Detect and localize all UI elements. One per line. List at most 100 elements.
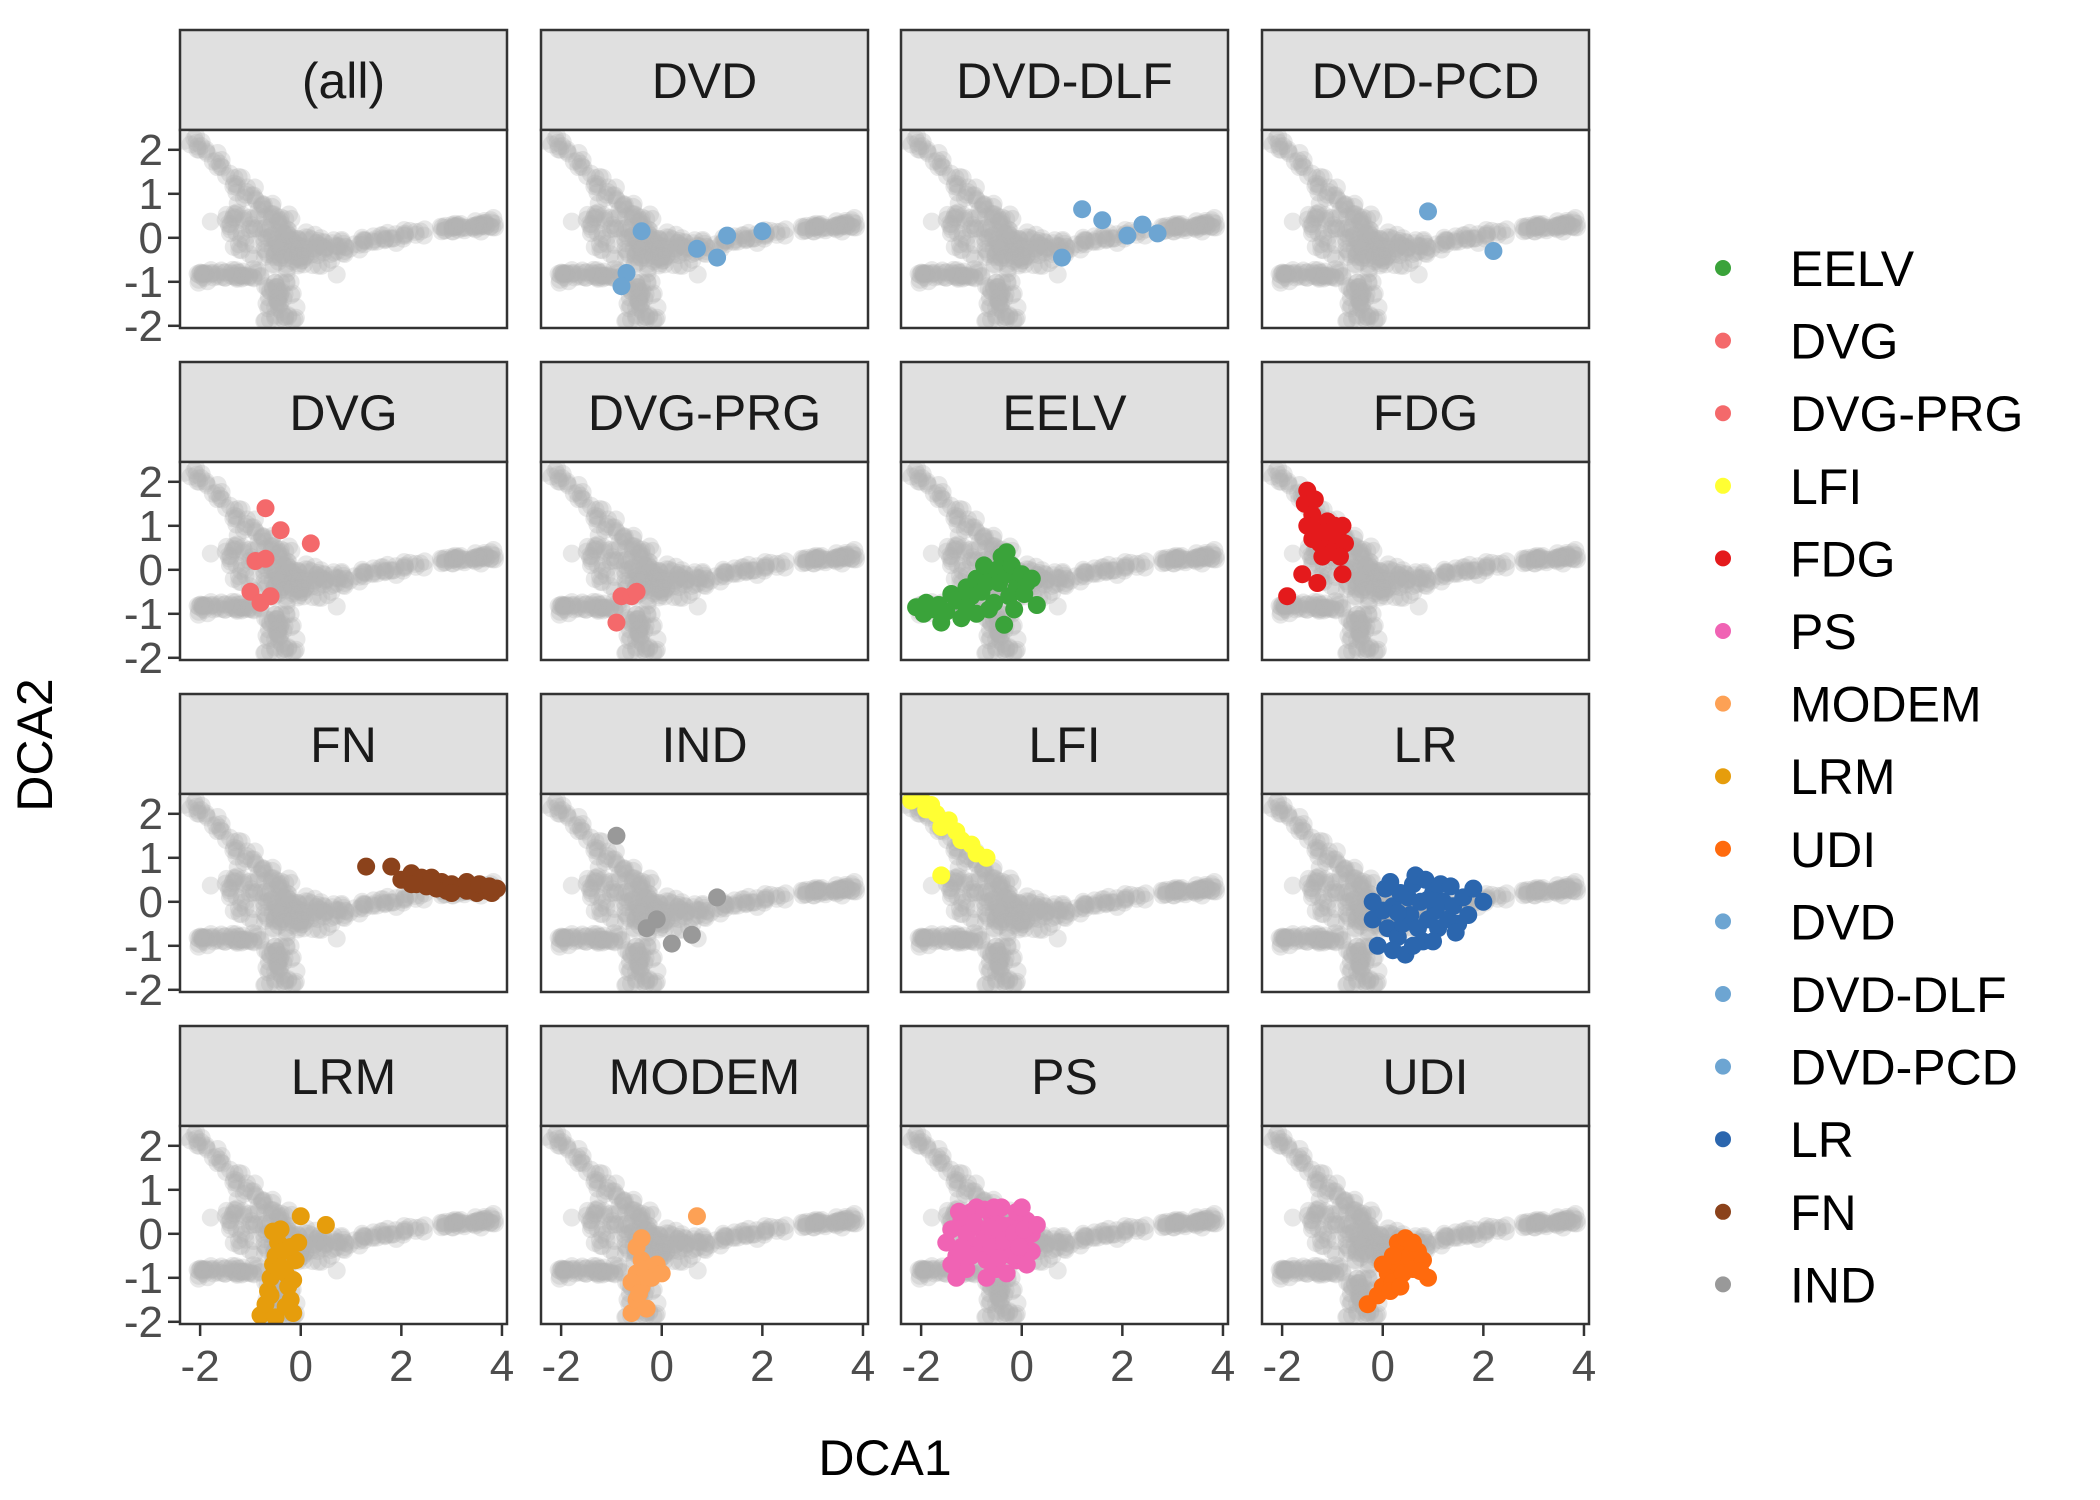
background-point [1374, 569, 1393, 588]
background-point [585, 540, 604, 559]
background-point [376, 893, 395, 912]
background-point [271, 959, 290, 978]
background-point [240, 219, 259, 238]
background-point [274, 953, 293, 972]
background-point [1403, 576, 1422, 595]
background-point [1290, 597, 1309, 616]
background-point [1310, 601, 1329, 620]
background-point [1497, 552, 1516, 571]
background-point [1197, 213, 1216, 232]
background-point [367, 232, 386, 251]
background-point [1358, 249, 1377, 268]
background-point [839, 216, 858, 235]
background-point [224, 841, 243, 860]
background-point [1028, 234, 1047, 253]
background-point [1515, 218, 1534, 237]
background-point [1536, 550, 1555, 569]
background-point [232, 555, 251, 574]
background-point [1192, 217, 1211, 236]
background-point [271, 543, 290, 562]
facet-strip-title: IND [661, 717, 747, 773]
background-point [1322, 600, 1341, 619]
background-point [272, 634, 291, 653]
background-point [1295, 158, 1314, 177]
background-point [234, 211, 253, 230]
background-point [657, 578, 676, 597]
background-point [1010, 254, 1029, 273]
background-point [976, 644, 995, 660]
background-point [1105, 561, 1124, 580]
background-point [617, 207, 636, 226]
background-point [1384, 562, 1403, 581]
background-point [912, 263, 931, 282]
background-point [1372, 249, 1391, 268]
background-point [649, 244, 668, 263]
background-point [554, 599, 573, 618]
background-point [468, 215, 487, 234]
background-point [272, 614, 291, 633]
background-point [987, 233, 1006, 252]
background-point [267, 871, 286, 890]
background-point [259, 299, 278, 318]
background-point [1454, 558, 1473, 577]
background-point [922, 544, 941, 563]
background-point [236, 849, 255, 868]
background-point [1336, 195, 1355, 214]
background-point [1343, 614, 1362, 633]
background-point [1375, 251, 1394, 270]
highlight-point [442, 884, 461, 902]
background-point [290, 572, 309, 591]
background-point [1351, 216, 1370, 235]
background-point [715, 562, 734, 581]
background-point [757, 558, 776, 577]
background-point [1309, 600, 1328, 619]
background-point [1437, 567, 1456, 586]
background-point [632, 618, 651, 637]
background-point [1278, 264, 1297, 283]
background-point [1478, 558, 1497, 577]
background-point [1370, 230, 1389, 249]
background-point [244, 873, 263, 892]
background-point [1354, 215, 1373, 234]
background-point [1405, 234, 1424, 253]
background-point [1056, 577, 1075, 596]
background-point [267, 278, 286, 297]
background-point [234, 930, 253, 949]
background-point [373, 893, 392, 912]
background-point [1361, 569, 1380, 588]
background-point [1558, 213, 1577, 232]
background-point [1326, 209, 1345, 228]
background-point [1102, 561, 1121, 580]
background-point [1003, 209, 1022, 228]
background-point [443, 218, 462, 237]
background-point [1458, 230, 1477, 249]
background-point [1310, 263, 1329, 282]
background-point [585, 237, 604, 256]
background-point [643, 873, 662, 892]
background-point [553, 137, 572, 156]
background-point [1351, 238, 1370, 257]
background-point [1286, 600, 1305, 619]
background-point [594, 266, 613, 285]
background-point [1206, 214, 1225, 233]
background-point [1345, 194, 1364, 213]
background-point [589, 507, 608, 526]
background-point [1167, 214, 1186, 233]
background-point [804, 218, 823, 237]
background-point [984, 278, 1003, 297]
background-point [809, 216, 828, 235]
highlight-point [1484, 242, 1503, 260]
background-point [276, 971, 295, 990]
background-point [825, 219, 844, 238]
background-point [633, 239, 652, 258]
background-point [630, 296, 649, 315]
background-point [775, 226, 794, 245]
background-point [1016, 239, 1035, 258]
background-point [1348, 565, 1367, 584]
background-point [1097, 562, 1116, 581]
background-point [1167, 546, 1186, 565]
background-point [1271, 605, 1290, 624]
background-point [1398, 239, 1417, 258]
facet-strip-title: FN [310, 717, 377, 773]
background-point [981, 281, 1000, 300]
